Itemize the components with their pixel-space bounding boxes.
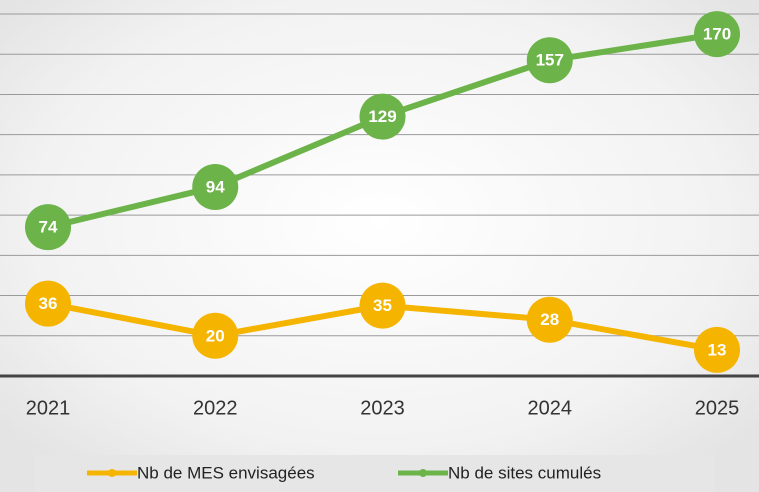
- data-label: 74: [39, 218, 58, 237]
- x-tick-label: 2025: [695, 397, 740, 419]
- x-tick-label: 2021: [26, 397, 71, 419]
- legend-label: Nb de MES envisagées: [137, 463, 315, 482]
- data-point: [694, 326, 740, 373]
- data-label: 36: [39, 294, 58, 313]
- data-point: [25, 204, 71, 251]
- data-point: [526, 37, 573, 84]
- data-label: 94: [206, 177, 225, 196]
- x-tick-label: 2022: [193, 397, 238, 419]
- data-label: 157: [536, 51, 564, 70]
- legend-swatch-dot: [419, 469, 427, 477]
- data-label: 170: [703, 25, 731, 44]
- data-point: [526, 296, 573, 343]
- data-label: 13: [708, 340, 727, 359]
- data-point: [359, 282, 406, 329]
- data-label: 35: [373, 296, 392, 315]
- legend-swatch-dot: [108, 469, 116, 477]
- legend-box: [35, 455, 715, 492]
- data-point: [25, 280, 71, 327]
- x-tick-label: 2023: [360, 397, 405, 419]
- data-label: 28: [540, 310, 559, 329]
- data-point: [359, 93, 406, 140]
- legend-label: Nb de sites cumulés: [448, 463, 601, 482]
- data-label: 129: [368, 107, 396, 126]
- data-label: 20: [206, 326, 225, 345]
- data-point: [192, 312, 239, 359]
- data-point: [192, 163, 239, 210]
- x-tick-label: 2024: [528, 397, 573, 419]
- data-point: [694, 11, 740, 58]
